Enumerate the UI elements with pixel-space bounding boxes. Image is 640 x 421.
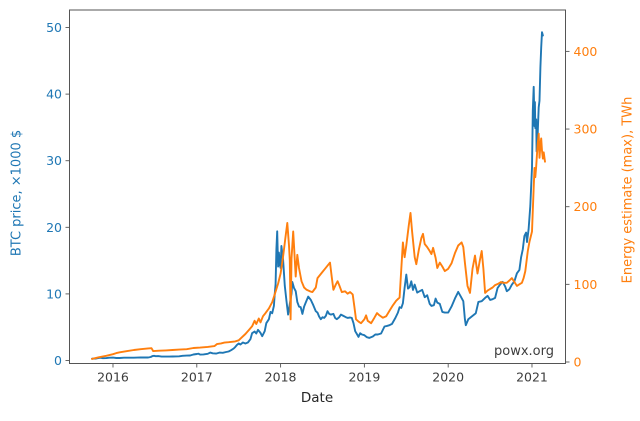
btc-price-line <box>91 31 544 360</box>
x-tick-label: 2021 <box>516 370 548 385</box>
left-tick-label: 20 <box>46 220 62 235</box>
left-tick-label: 10 <box>46 286 62 301</box>
left-tick-label: 40 <box>46 87 62 102</box>
right-tick-label: 0 <box>574 355 582 370</box>
x-axis-title: Date <box>300 390 334 406</box>
plot-frame <box>69 9 566 364</box>
left-tick-label: 30 <box>46 153 62 168</box>
watermark-link[interactable]: powx.org <box>494 344 554 359</box>
right-tick-label: 100 <box>574 277 598 292</box>
x-tick-label: 2019 <box>348 370 380 385</box>
right-tick-label: 400 <box>574 44 598 59</box>
x-tick-label: 2018 <box>265 370 297 385</box>
left-axis-title: BTC price, ×1000 $ <box>9 129 25 257</box>
right-tick-label: 300 <box>574 122 598 137</box>
left-tick-label: 0 <box>54 353 62 368</box>
right-tick-label: 200 <box>574 199 598 214</box>
right-axis-title: Energy estimate (max), TWh <box>620 96 636 284</box>
x-tick-label: 2016 <box>97 370 129 385</box>
x-tick-label: 2017 <box>181 370 213 385</box>
energy-estimate-line <box>91 132 546 360</box>
left-tick-label: 50 <box>46 20 62 35</box>
x-tick-label: 2020 <box>432 370 464 385</box>
